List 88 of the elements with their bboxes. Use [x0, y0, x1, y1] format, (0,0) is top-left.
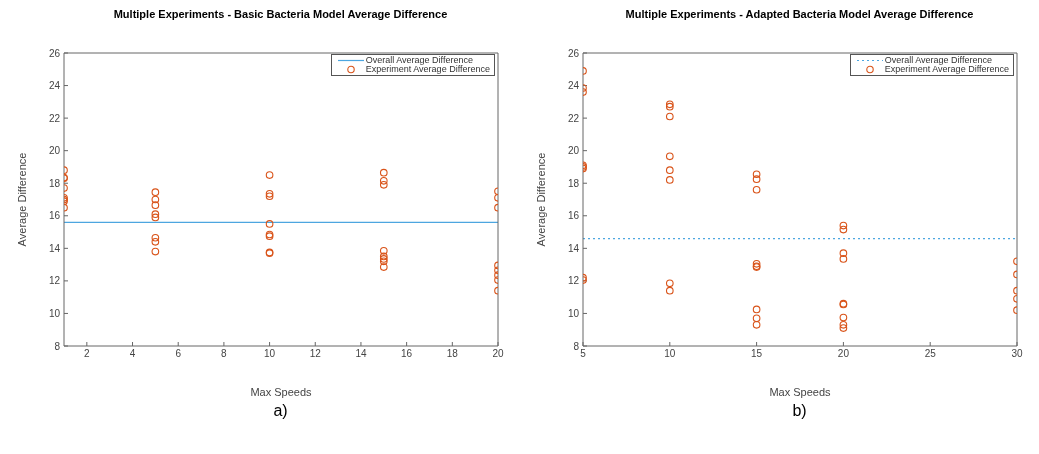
x-tick-label: 16	[401, 348, 413, 360]
y-tick-label: 8	[54, 340, 61, 352]
x-tick-label: 25	[924, 348, 937, 360]
legend-label: Overall Average Difference	[365, 55, 473, 65]
x-tick-label: 20	[492, 348, 504, 360]
point	[379, 181, 388, 189]
y-tick-label: 22	[567, 112, 580, 124]
point	[379, 263, 388, 271]
y-tick-label: 22	[48, 112, 61, 124]
point	[665, 152, 674, 161]
y-tick-label: 14	[567, 242, 580, 254]
y-tick-label: 18	[48, 177, 61, 189]
x-tick-label: 18	[446, 348, 459, 360]
y-tick-label: 20	[48, 145, 61, 157]
point	[752, 320, 761, 329]
point	[151, 188, 160, 197]
point	[839, 221, 848, 230]
text: b)	[791, 402, 808, 420]
point	[379, 255, 388, 263]
point	[151, 233, 160, 242]
x-tick-label: 5	[580, 348, 587, 360]
x-axis-title: Max Speeds	[250, 386, 313, 398]
point	[265, 220, 274, 228]
y-tick-label: 10	[567, 307, 580, 319]
y-tick-label: 20	[567, 145, 580, 157]
point	[752, 305, 761, 314]
x-tick-label: 10	[664, 348, 676, 360]
y-tick-label: 16	[48, 210, 61, 222]
legend-label: Overall Average Difference	[884, 55, 992, 65]
y-tick-label: 10	[48, 307, 61, 319]
point	[839, 225, 848, 234]
x-tick-label: 6	[175, 348, 182, 360]
point	[379, 257, 388, 266]
y-axis-title: Average Difference	[15, 152, 28, 247]
point	[151, 201, 160, 210]
x-tick-label: 14	[355, 348, 367, 360]
x-tick-label: 10	[264, 348, 276, 360]
point	[151, 247, 160, 256]
point	[151, 213, 160, 222]
point	[379, 252, 388, 261]
y-tick-label: 26	[48, 47, 61, 59]
point	[665, 112, 674, 121]
point	[665, 176, 674, 184]
point	[379, 246, 388, 255]
x-tick-label: 30	[1011, 348, 1023, 360]
point	[752, 170, 761, 179]
y-tick-label: 14	[48, 242, 61, 254]
point	[752, 185, 761, 194]
x-tick-label: 12	[309, 348, 322, 360]
point	[752, 175, 761, 183]
y-tick-label: 12	[48, 275, 61, 287]
chart-title: Multiple Experiments - Adapted Bacteria Model Average Difference	[624, 8, 975, 22]
x-axis-title: Max Speeds	[769, 386, 832, 398]
y-tick-label: 24	[567, 80, 580, 92]
point	[265, 192, 274, 201]
point	[265, 171, 274, 179]
y-axis-title: Average Difference	[534, 152, 547, 247]
x-tick-label: 20	[837, 348, 850, 360]
y-tick-label: 24	[48, 80, 61, 92]
point	[151, 210, 160, 218]
point	[752, 259, 761, 268]
y-tick-label: 8	[573, 340, 580, 352]
point	[839, 249, 848, 258]
point	[151, 195, 160, 204]
point	[379, 176, 388, 185]
point	[379, 168, 388, 177]
y-tick-label: 18	[567, 177, 580, 189]
point	[665, 279, 674, 288]
y-tick-label: 16	[567, 210, 580, 222]
y-tick-label: 12	[567, 275, 580, 287]
point	[839, 320, 848, 329]
text: a)	[272, 402, 289, 420]
chart-title: Multiple Experiments - Basic Bacteria Model Average Difference	[112, 8, 449, 22]
point	[752, 314, 761, 323]
point	[665, 166, 674, 175]
point	[839, 255, 848, 263]
x-tick-label: 2	[84, 348, 91, 360]
legend-label: Experiment Average Difference	[365, 64, 490, 74]
point	[839, 324, 848, 332]
point	[839, 313, 848, 322]
y-tick-label: 26	[567, 47, 580, 59]
x-tick-label: 4	[129, 348, 136, 360]
x-tick-label: 8	[221, 348, 228, 360]
point	[151, 237, 160, 246]
legend-label: Experiment Average Difference	[884, 64, 1009, 74]
point	[665, 286, 674, 295]
x-tick-label: 15	[751, 348, 763, 360]
point	[265, 189, 274, 198]
